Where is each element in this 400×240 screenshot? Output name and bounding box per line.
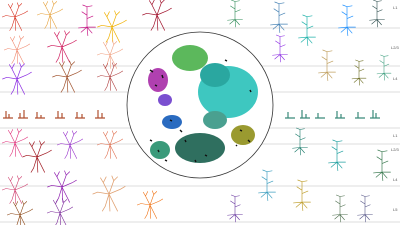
neuron: [92, 175, 126, 212]
neuron: [22, 140, 52, 173]
neuron: [351, 59, 367, 86]
cluster: [231, 125, 255, 145]
neuron: [332, 194, 348, 223]
embedding-plot: [126, 31, 274, 179]
cluster: [162, 115, 182, 129]
neuron: [47, 30, 77, 63]
neuron: [227, 194, 243, 223]
neuron: [1, 2, 29, 31]
neuron: [376, 54, 392, 81]
neuron: [328, 139, 346, 172]
neuron: [292, 127, 308, 156]
layer-labels: L1 L2/3 L4 L1 L2/3 L4 L5: [391, 5, 400, 212]
neuron: [96, 130, 124, 159]
cluster: [203, 111, 227, 129]
neuron: [373, 149, 391, 182]
histogram: [3, 110, 105, 119]
neuron: [369, 0, 385, 28]
neuron: [258, 169, 276, 202]
cluster: [175, 133, 225, 163]
neuron: [272, 34, 288, 63]
neuron: [357, 194, 373, 223]
neuron: [46, 198, 74, 225]
page: {"layer_labels": {"top": ["L1", "L2/3", …: [0, 0, 400, 225]
neuron: [3, 35, 31, 64]
neuron: [52, 60, 82, 93]
layer-label: L5: [393, 207, 398, 212]
neuron: [318, 49, 336, 82]
neuron: [56, 130, 84, 159]
neuron: [97, 10, 127, 43]
neuron: [1, 128, 29, 157]
cluster: [200, 63, 230, 87]
histogram: [285, 110, 380, 119]
layer-label: L2/3: [391, 147, 400, 152]
cluster: [150, 141, 170, 159]
cluster: [158, 94, 172, 106]
neuron: [136, 190, 164, 219]
neuron: [2, 62, 32, 95]
neuron: [142, 0, 172, 31]
highlight-points: [149, 59, 252, 163]
neuron: [78, 4, 96, 37]
mini-histograms: [3, 110, 380, 119]
neuron: [96, 40, 124, 69]
layer-label: L1: [393, 5, 398, 10]
cluster: [172, 45, 208, 71]
layer-label: L4: [393, 177, 398, 182]
layer-label: L2/3: [391, 45, 400, 50]
neuron: [227, 0, 243, 28]
neuron: [338, 4, 356, 37]
neuron: [96, 62, 124, 91]
figure: L1 L2/3 L4 L1 L2/3 L4 L5: [0, 0, 400, 225]
neuron: [1, 175, 29, 204]
neuron: [298, 14, 316, 47]
neuron: [47, 170, 77, 203]
layer-label: L1: [393, 133, 398, 138]
neuron: [293, 179, 311, 212]
layer-label: L4: [393, 76, 398, 81]
cluster: [148, 68, 168, 92]
neuron: [36, 0, 64, 29]
neuron: [6, 200, 34, 225]
